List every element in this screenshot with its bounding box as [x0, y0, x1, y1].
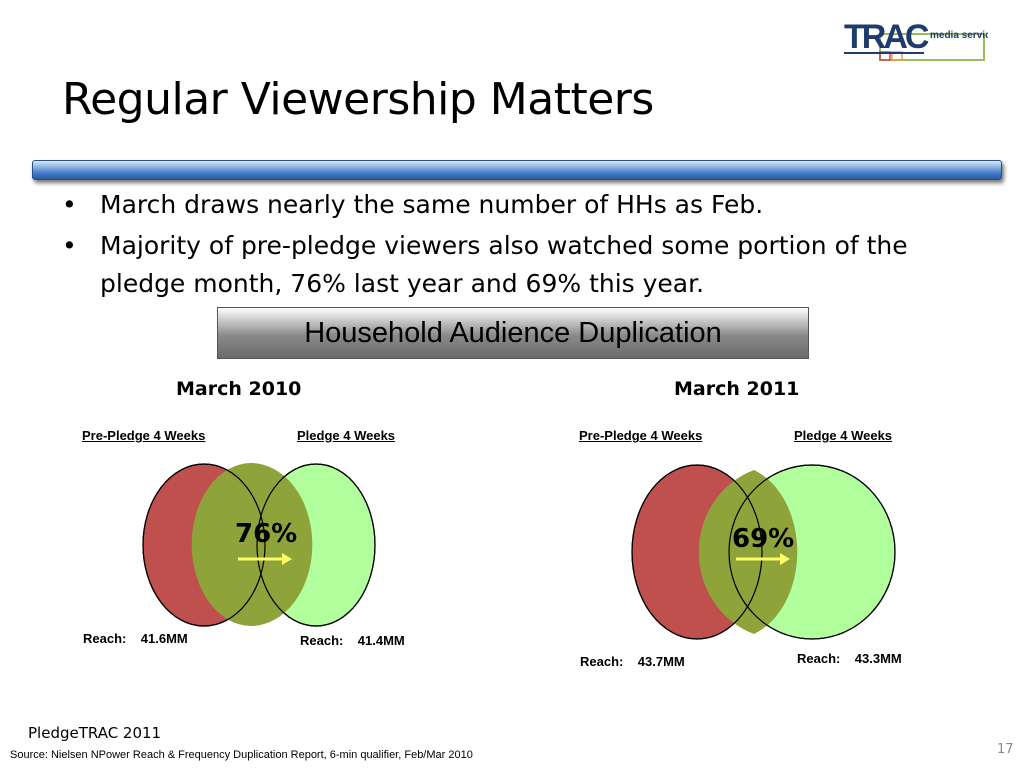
overlap-percent-2011: 69% [732, 524, 795, 554]
title-divider [32, 160, 1002, 180]
arrow-icon [238, 553, 292, 565]
pre-pledge-reach-2011: Reach: 43.7MM [580, 654, 685, 669]
year-label-2011: March 2011 [674, 378, 800, 400]
year-label-2010: March 2010 [176, 378, 302, 400]
bullet-text: Majority of pre-pledge viewers also watc… [100, 231, 908, 298]
page-title: Regular Viewership Matters [62, 74, 654, 125]
pre-pledge-reach-2010: Reach: 41.6MM [83, 631, 188, 646]
overlap-region-2011 [698, 470, 798, 634]
pledge-reach-2010: Reach: 41.4MM [300, 633, 405, 648]
footer-label: PledgeTRAC 2011 [28, 724, 162, 742]
section-banner: Household Audience Duplication [217, 307, 809, 359]
venn-2011 [631, 464, 896, 640]
logo-tagline: media services [930, 30, 988, 41]
pledge-label-2010: Pledge 4 Weeks [297, 428, 396, 443]
pre-pledge-label-2011: Pre-Pledge 4 Weeks [579, 428, 703, 443]
bullet-text: March draws nearly the same number of HH… [100, 190, 764, 219]
source-note: Source: Nielsen NPower Reach & Frequency… [10, 749, 473, 761]
bullet-list: • March draws nearly the same number of H… [56, 186, 976, 306]
pre-pledge-label-2010: Pre-Pledge 4 Weeks [82, 428, 206, 443]
pledge-label-2011: Pledge 4 Weeks [794, 428, 893, 443]
arrow-icon [736, 553, 790, 565]
bullet-icon: • [62, 190, 77, 219]
bullet-item: • March draws nearly the same number of H… [56, 186, 976, 224]
logo-wordmark: TRAC [844, 18, 929, 56]
bullet-icon: • [62, 231, 77, 260]
bullet-item: • Majority of pre-pledge viewers also wat… [56, 227, 976, 303]
page-number: 17 [997, 742, 1014, 757]
pledge-reach-2011: Reach: 43.3MM [797, 651, 902, 666]
overlap-region-2010 [191, 463, 313, 626]
trac-logo: TRAC media services [844, 16, 988, 66]
venn-2010 [142, 463, 376, 627]
overlap-percent-2010: 76% [235, 519, 298, 549]
